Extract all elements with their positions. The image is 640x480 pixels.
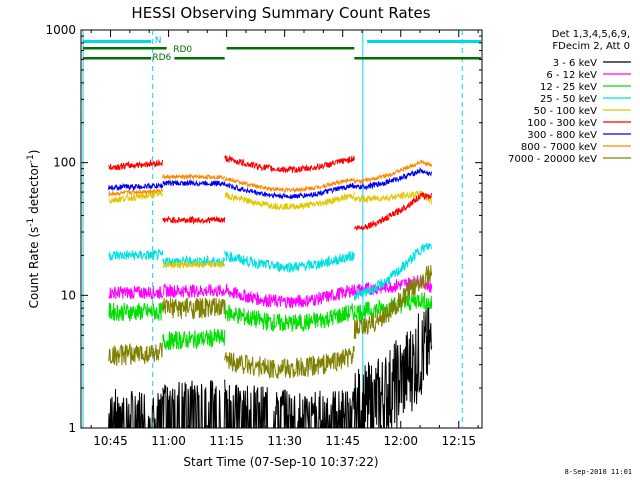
- date-stamp: 8-Sep-2010 11:01: [565, 468, 632, 476]
- legend-label: 25 - 50 keV: [540, 94, 597, 105]
- series-12-25keV-line: [108, 292, 433, 350]
- legend-label: 50 - 100 keV: [534, 106, 598, 117]
- series-layer: [108, 154, 433, 429]
- legend-label: 6 - 12 keV: [546, 70, 597, 81]
- rd0-bar: [83, 47, 167, 50]
- night-bar: [83, 40, 152, 43]
- legend-header-line-2: FDecim 2, Att 0: [552, 41, 630, 52]
- legend-label: 300 - 800 keV: [527, 130, 597, 141]
- legend-header-line-1: Det 1,3,4,5,6,9,: [552, 29, 630, 40]
- rd6-label: RD6: [152, 53, 171, 63]
- series-trace: [108, 166, 433, 200]
- x-tick-label: 12:15: [441, 434, 476, 448]
- series-trace: [108, 154, 433, 231]
- rd0-bar: [226, 47, 355, 50]
- series-50-100keV-line: [108, 190, 433, 269]
- legend-label: 7000 - 20000 keV: [508, 154, 597, 165]
- x-tick-label: 11:00: [151, 434, 186, 448]
- y-tick-label: 100: [53, 156, 76, 170]
- series-100-300keV-line: [108, 154, 433, 231]
- rd6-bar: [354, 57, 481, 60]
- series-25-50keV-line: [108, 242, 432, 301]
- rd6-bar: [174, 57, 225, 60]
- series-trace: [108, 242, 432, 301]
- x-tick-label: 11:15: [209, 434, 244, 448]
- plot-area: [80, 29, 483, 429]
- series-7000-20000keV-line: [108, 265, 433, 379]
- series-trace: [108, 190, 433, 269]
- series-300-800keV-line: [108, 166, 433, 200]
- x-tick-label: 12:00: [383, 434, 418, 448]
- series-6-12keV-line: [108, 275, 433, 309]
- night-label: N: [155, 36, 162, 46]
- series-3-6keV-line: [108, 304, 433, 429]
- rd0-label: RD0: [173, 45, 192, 55]
- legend-label: 100 - 300 keV: [527, 118, 597, 129]
- series-trace: [108, 265, 433, 379]
- series-trace: [108, 275, 433, 309]
- chart-title: HESSI Observing Summary Count Rates: [131, 4, 430, 22]
- axis-layer: 10:45 11:00 11:15 11:30 11:45 12:00 12:15 1 10 10…: [45, 23, 482, 448]
- x-tick-label: 11:45: [325, 434, 360, 448]
- x-axis-label: Start Time (07-Sep-10 10:37:22): [183, 455, 378, 469]
- y-tick-label: 10: [61, 288, 76, 302]
- series-trace: [108, 304, 433, 429]
- legend-label: 3 - 6 keV: [553, 58, 597, 69]
- series-trace: [108, 159, 433, 197]
- x-tick-label: 11:30: [267, 434, 302, 448]
- legend-label: 12 - 25 keV: [540, 82, 597, 93]
- series-trace: [108, 292, 433, 350]
- y-tick-label: 1: [68, 421, 76, 435]
- series-800-7000keV-line: [108, 159, 433, 197]
- night-bar: [367, 40, 481, 43]
- legend-label: 800 - 7000 keV: [521, 142, 597, 153]
- rd6-bar: [83, 57, 152, 60]
- x-tick-label: 10:45: [93, 434, 128, 448]
- y-tick-label: 1000: [45, 23, 76, 37]
- y-axis-label: Count Rate (s-1 detector-1): [26, 150, 41, 309]
